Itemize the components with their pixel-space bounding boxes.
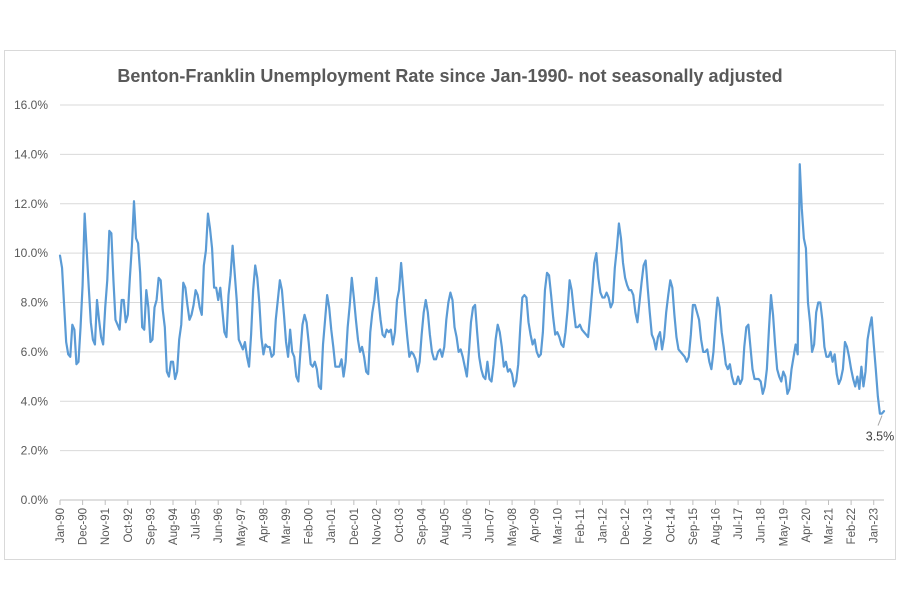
x-tick-label: Jun-96 xyxy=(213,508,225,543)
x-tick-label: Oct-03 xyxy=(394,508,406,543)
y-tick-label: 12.0% xyxy=(14,197,48,211)
x-tick-label: Sep-93 xyxy=(145,508,157,545)
x-tick-label: Oct-14 xyxy=(665,507,677,542)
x-tick-label: Feb-00 xyxy=(304,508,316,544)
x-tick-label: Aug-94 xyxy=(168,507,180,545)
gridlines xyxy=(60,104,884,501)
x-tick-label: Feb-22 xyxy=(846,508,858,544)
x-tick-label: Mar-10 xyxy=(552,508,564,544)
x-tick-label: Jun-07 xyxy=(484,508,496,543)
x-tick-label: Dec-90 xyxy=(78,508,90,545)
x-tick-label: Feb-11 xyxy=(575,508,587,544)
y-tick-label: 4.0% xyxy=(21,394,49,408)
y-tick-label: 16.0% xyxy=(14,98,48,112)
x-tick-label: May-19 xyxy=(778,508,790,546)
y-tick-label: 8.0% xyxy=(21,296,49,310)
x-tick-label: Jun-18 xyxy=(756,508,768,543)
x-tick-label: Sep-04 xyxy=(417,507,429,545)
x-tick-label: Apr-09 xyxy=(530,508,542,543)
x-tick-label: Jan-01 xyxy=(326,508,338,543)
x-tick-label: Mar-21 xyxy=(824,508,836,544)
series-line xyxy=(58,163,886,415)
chart-title: Benton-Franklin Unemployment Rate since … xyxy=(117,66,782,86)
data-label: 3.5% xyxy=(866,430,895,444)
x-tick-label: Apr-20 xyxy=(801,508,813,543)
x-tick-label: May-08 xyxy=(507,508,519,546)
x-tick-label: Mar-99 xyxy=(281,508,293,544)
y-tick-label: 6.0% xyxy=(21,345,49,359)
x-tick-label: Jul-17 xyxy=(733,508,745,539)
data-label-leader xyxy=(877,415,883,426)
chart-area xyxy=(4,50,896,560)
y-tick-label: 10.0% xyxy=(14,246,48,260)
y-tick-label: 2.0% xyxy=(21,444,49,458)
x-tick-label: Jul-95 xyxy=(191,508,203,539)
x-tick-label: Aug-16 xyxy=(711,508,723,545)
x-tick-label: May-97 xyxy=(236,508,248,546)
y-tick-label: 14.0% xyxy=(14,147,48,161)
x-tick-label: Jan-90 xyxy=(55,508,67,543)
x-tick-label: Jul-06 xyxy=(462,508,474,539)
y-tick-label: 0.0% xyxy=(21,493,49,507)
x-tick-label: Nov-91 xyxy=(100,508,112,545)
x-tick-label: Nov-13 xyxy=(643,508,655,545)
x-tick-label: Jan-12 xyxy=(597,508,609,543)
x-tick-label: Apr-98 xyxy=(258,508,270,543)
y-axis: 0.0% 2.0% 4.0% 6.0% 8.0% 10.0% 12.0% 14.0% 16.0% xyxy=(14,98,48,507)
x-tick-label: Sep-15 xyxy=(688,508,700,545)
data-labels: 3.5% xyxy=(866,415,895,444)
x-tick-label: Oct-92 xyxy=(123,508,135,543)
x-tick-label: Aug-05 xyxy=(439,508,451,545)
x-tick-label: Dec-01 xyxy=(349,508,361,545)
x-axis: Jan-90 Dec-90 Nov-91 Oct-92 Sep-93 Aug-94 Jul-… xyxy=(55,499,884,546)
x-tick-label: Jan-23 xyxy=(869,508,881,543)
x-tick-label: Nov-02 xyxy=(371,508,383,545)
x-tick-label: Dec-12 xyxy=(620,508,632,545)
series-unemployment-rate xyxy=(58,163,886,415)
